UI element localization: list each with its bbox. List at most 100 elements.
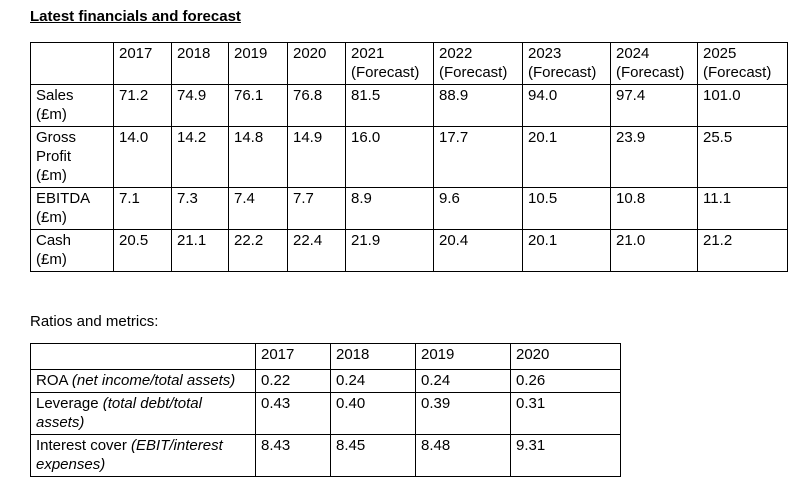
- value-cell: 23.9: [610, 126, 698, 188]
- table-row-sales: Sales (£m) 71.2 74.9 76.1 76.8 81.5 88.9…: [30, 84, 788, 127]
- table-row-leverage: Leverage (total debt/total assets) 0.43 …: [30, 392, 621, 435]
- page-title: Latest financials and forecast: [30, 8, 241, 25]
- year-header-cell: 2020: [510, 343, 621, 370]
- metric-formula: (EBIT/interest expenses): [36, 437, 223, 473]
- value-cell: 8.45: [330, 434, 416, 477]
- value-cell: 9.31: [510, 434, 621, 477]
- row-unit: (£m): [36, 167, 67, 184]
- year-header-cell: 2020: [287, 42, 346, 85]
- value-cell: 0.31: [510, 392, 621, 435]
- value-cell: 0.39: [415, 392, 511, 435]
- table-row-gross-profit: Gross Profit (£m) 14.0 14.2 14.8 14.9 16…: [30, 126, 788, 188]
- year-header-cell: 2018: [330, 343, 416, 370]
- row-unit: (£m): [36, 209, 67, 226]
- year-header-cell: 2019: [228, 42, 288, 85]
- value-cell: 7.4: [228, 187, 288, 230]
- value-cell: 17.7: [433, 126, 523, 188]
- value-cell: 8.43: [255, 434, 331, 477]
- value-cell: 7.1: [113, 187, 172, 230]
- row-label: EBITDA: [36, 190, 91, 207]
- value-cell: 20.1: [522, 229, 611, 272]
- year-header-cell: 2024 (Forecast): [610, 42, 698, 85]
- value-cell: 0.22: [255, 369, 331, 393]
- row-label-cell: Sales (£m): [30, 84, 114, 127]
- year-label: 2025: [703, 45, 737, 62]
- value-cell: 22.2: [228, 229, 288, 272]
- row-unit: (£m): [36, 106, 67, 123]
- metric-formula: (net income/total assets): [71, 372, 236, 389]
- value-cell: 22.4: [287, 229, 346, 272]
- value-cell: 7.7: [287, 187, 346, 230]
- year-header-cell: 2022 (Forecast): [433, 42, 523, 85]
- row-label: Gross Profit: [36, 129, 77, 165]
- forecast-note: (Forecast): [439, 64, 508, 81]
- value-cell: 20.1: [522, 126, 611, 188]
- year-label: 2021: [351, 45, 385, 62]
- value-cell: 21.9: [345, 229, 434, 272]
- year-label: 2020: [293, 45, 327, 62]
- row-label: Sales: [36, 87, 74, 104]
- value-cell: 16.0: [345, 126, 434, 188]
- year-header-cell: 2017: [255, 343, 331, 370]
- forecast-note: (Forecast): [703, 64, 772, 81]
- year-label: 2022: [439, 45, 473, 62]
- row-label-cell: EBITDA (£m): [30, 187, 114, 230]
- row-label-cell: ROA (net income/total assets): [30, 369, 256, 393]
- value-cell: 21.2: [697, 229, 788, 272]
- table-row-roa: ROA (net income/total assets) 0.22 0.24 …: [30, 369, 621, 393]
- metric-formula: (total debt/total assets): [36, 395, 202, 431]
- value-cell: 76.8: [287, 84, 346, 127]
- table-row-interest-cover: Interest cover (EBIT/interest expenses) …: [30, 434, 621, 477]
- value-cell: 10.8: [610, 187, 698, 230]
- value-cell: 0.43: [255, 392, 331, 435]
- value-cell: 10.5: [522, 187, 611, 230]
- year-label: 2019: [234, 45, 268, 62]
- financials-header-row: 2017 2018 2019 2020 2021 (Forecast: [30, 42, 788, 85]
- table-row-cash: Cash (£m) 20.5 21.1 22.2 22.4 21.9 20.4 …: [30, 229, 788, 272]
- table-row-ebitda: EBITDA (£m) 7.1 7.3 7.4 7.7 8.9 9.6 10.5…: [30, 187, 788, 230]
- value-cell: 8.9: [345, 187, 434, 230]
- value-cell: 25.5: [697, 126, 788, 188]
- ratios-header-row: 2017 2018 2019 2020: [30, 343, 621, 370]
- year-header-cell: 2025 (Forecast): [697, 42, 788, 85]
- row-label-cell: Leverage (total debt/total assets): [30, 392, 256, 435]
- value-cell: 71.2: [113, 84, 172, 127]
- value-cell: 88.9: [433, 84, 523, 127]
- value-cell: 11.1: [697, 187, 788, 230]
- value-cell: 14.9: [287, 126, 346, 188]
- financials-table: 2017 2018 2019 2020 2021 (Forecast: [30, 42, 788, 272]
- ratios-heading: Ratios and metrics:: [30, 313, 159, 330]
- corner-cell: [30, 42, 114, 85]
- value-cell: 20.4: [433, 229, 523, 272]
- ratios-table: 2017 2018 2019 2020 ROA (net income/tota…: [30, 343, 621, 477]
- row-label-cell: Interest cover (EBIT/interest expenses): [30, 434, 256, 477]
- value-cell: 97.4: [610, 84, 698, 127]
- metric-name: Interest cover: [36, 437, 127, 454]
- value-cell: 14.8: [228, 126, 288, 188]
- value-cell: 21.1: [171, 229, 229, 272]
- value-cell: 0.40: [330, 392, 416, 435]
- year-header-cell: 2023 (Forecast): [522, 42, 611, 85]
- year-label: 2017: [119, 45, 153, 62]
- value-cell: 81.5: [345, 84, 434, 127]
- value-cell: 74.9: [171, 84, 229, 127]
- row-label-cell: Gross Profit (£m): [30, 126, 114, 188]
- value-cell: 94.0: [522, 84, 611, 127]
- row-label: Cash: [36, 232, 72, 249]
- year-label: 2018: [177, 45, 211, 62]
- corner-cell: [30, 343, 256, 370]
- value-cell: 14.2: [171, 126, 229, 188]
- value-cell: 21.0: [610, 229, 698, 272]
- row-label-cell: Cash (£m): [30, 229, 114, 272]
- value-cell: 0.24: [415, 369, 511, 393]
- year-header-cell: 2018: [171, 42, 229, 85]
- row-unit: (£m): [36, 251, 67, 268]
- value-cell: 7.3: [171, 187, 229, 230]
- value-cell: 0.26: [510, 369, 621, 393]
- year-header-cell: 2021 (Forecast): [345, 42, 434, 85]
- year-header-cell: 2019: [415, 343, 511, 370]
- forecast-note: (Forecast): [351, 64, 420, 81]
- year-header-cell: 2017: [113, 42, 172, 85]
- value-cell: 76.1: [228, 84, 288, 127]
- value-cell: 20.5: [113, 229, 172, 272]
